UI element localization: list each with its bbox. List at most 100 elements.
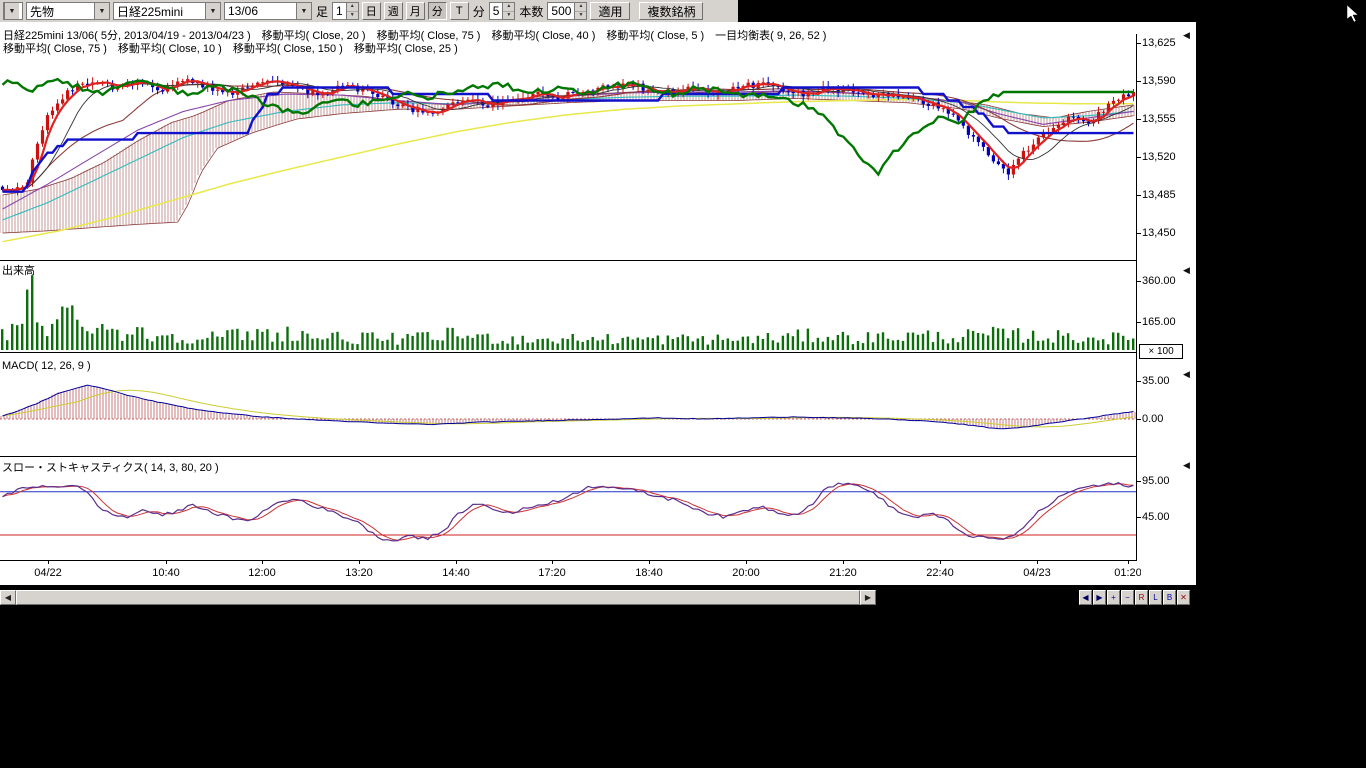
spin-up-icon[interactable]: ▲ xyxy=(575,3,586,12)
x-axis-tick xyxy=(843,560,844,564)
stoch-axis-label: 95.00 xyxy=(1142,475,1190,487)
volume-pane-label: 出来高 xyxy=(2,262,35,278)
macd-axis-label: 0.00 xyxy=(1142,413,1190,425)
chart-tool-button[interactable]: ◀ xyxy=(1079,590,1092,605)
price-axis-label: 13,450 xyxy=(1142,227,1190,239)
spin-up-icon[interactable]: ▲ xyxy=(347,3,358,12)
scroll-left-button[interactable]: ◀ xyxy=(0,590,16,605)
pane-scroll-arrow[interactable]: ◀ xyxy=(1183,30,1190,41)
instrument-type-dropdown[interactable]: 先物 ▼ xyxy=(26,2,110,20)
period-day-button[interactable]: 日 xyxy=(362,2,381,20)
x-axis-label: 14:40 xyxy=(442,567,470,579)
period-week-button[interactable]: 週 xyxy=(384,2,403,20)
bar-value-input[interactable]: 1 ▲▼ xyxy=(332,2,359,20)
chart-tool-buttons: ◀▶+−RLB✕ xyxy=(1079,590,1190,605)
x-axis-label: 20:00 xyxy=(732,567,760,579)
price-axis-label: 13,555 xyxy=(1142,113,1190,125)
bars-count-label: 本数 xyxy=(518,3,544,20)
spinner-arrows[interactable]: ▲▼ xyxy=(502,3,514,19)
apply-button[interactable]: 適用 xyxy=(590,2,630,20)
chevron-down-icon: ▼ xyxy=(4,3,19,19)
axis-tick xyxy=(1136,157,1141,158)
mini-dropdown[interactable]: ▼ xyxy=(3,2,23,20)
spin-down-icon[interactable]: ▼ xyxy=(575,12,586,20)
stochastics-pane[interactable] xyxy=(0,472,1136,560)
x-axis-tick xyxy=(746,560,747,564)
chart-tool-button[interactable]: + xyxy=(1107,590,1120,605)
period-minute-button[interactable]: 分 xyxy=(428,2,447,20)
multi-symbol-button[interactable]: 複数銘柄 xyxy=(639,2,703,20)
chart-tool-button[interactable]: ▶ xyxy=(1093,590,1106,605)
axis-tick xyxy=(1136,517,1141,518)
chart-tool-button[interactable]: ✕ xyxy=(1177,590,1190,605)
stoch-axis-label: 45.00 xyxy=(1142,511,1190,523)
axis-tick xyxy=(1136,481,1141,482)
spin-down-icon[interactable]: ▼ xyxy=(503,12,514,20)
x-axis-tick xyxy=(456,560,457,564)
spin-down-icon[interactable]: ▼ xyxy=(347,12,358,20)
x-axis-label: 04/22 xyxy=(34,567,62,579)
mouse-cursor xyxy=(1346,4,1362,24)
volume-axis-label: 360.00 xyxy=(1142,275,1190,287)
spinner-arrows[interactable]: ▲▼ xyxy=(346,3,358,19)
x-axis-label: 13:20 xyxy=(345,567,373,579)
x-axis-tick xyxy=(1128,560,1129,564)
contract-month-dropdown[interactable]: 13/06 ▼ xyxy=(224,2,312,20)
scrollbar-thumb[interactable] xyxy=(16,590,860,605)
x-axis-label: 18:40 xyxy=(635,567,663,579)
pane-scroll-arrow[interactable]: ◀ xyxy=(1183,369,1190,380)
macd-pane[interactable] xyxy=(0,368,1136,456)
pane-separator xyxy=(0,456,1137,457)
chevron-down-icon: ▼ xyxy=(205,3,220,19)
x-axis-label: 17:20 xyxy=(538,567,566,579)
x-axis-tick xyxy=(1037,560,1038,564)
chart-canvas[interactable]: 日経225mini 13/06( 5分, 2013/04/19 - 2013/0… xyxy=(0,22,1196,585)
x-axis-tick xyxy=(359,560,360,564)
pane-scroll-arrow[interactable]: ◀ xyxy=(1183,460,1190,471)
pane-scroll-arrow[interactable]: ◀ xyxy=(1183,265,1190,276)
minute-value-input[interactable]: 5 ▲▼ xyxy=(489,2,516,20)
stoch-pane-label: スロー・ストキャスティクス( 14, 3, 80, 20 ) xyxy=(2,459,219,475)
horizontal-scrollbar[interactable]: ◀ ▶ xyxy=(0,590,876,605)
volume-multiplier-badge: × 100 xyxy=(1139,344,1183,359)
symbol-dropdown[interactable]: 日経225mini ▼ xyxy=(113,2,221,20)
chart-tool-button[interactable]: − xyxy=(1121,590,1134,605)
chevron-down-icon: ▼ xyxy=(296,3,311,19)
x-axis-label: 22:40 xyxy=(926,567,954,579)
x-axis-tick xyxy=(48,560,49,564)
pane-separator xyxy=(0,352,1137,353)
x-axis-tick xyxy=(166,560,167,564)
chart-tool-button[interactable]: L xyxy=(1149,590,1162,605)
chart-tool-button[interactable]: R xyxy=(1135,590,1148,605)
bar-type-label: 足 xyxy=(315,3,329,20)
top-toolbar: ▼ 先物 ▼ 日経225mini ▼ 13/06 ▼ 足 1 ▲▼ 日 週 月 … xyxy=(0,0,738,22)
volume-pane[interactable] xyxy=(0,272,1136,352)
axis-tick xyxy=(1136,322,1141,323)
axis-tick xyxy=(1136,281,1141,282)
bar-value: 1 xyxy=(333,3,346,19)
period-month-button[interactable]: 月 xyxy=(406,2,425,20)
macd-pane-label: MACD( 12, 26, 9 ) xyxy=(2,360,91,372)
spinner-arrows[interactable]: ▲▼ xyxy=(574,3,586,19)
instrument-type-value: 先物 xyxy=(27,3,94,20)
chevron-down-icon: ▼ xyxy=(94,3,109,19)
axis-tick xyxy=(1136,43,1141,44)
x-axis-label: 01:20 xyxy=(1114,567,1141,579)
x-axis-tick xyxy=(649,560,650,564)
period-tick-button[interactable]: T xyxy=(450,2,469,20)
scroll-right-button[interactable]: ▶ xyxy=(860,590,876,605)
axis-tick xyxy=(1136,233,1141,234)
price-axis-label: 13,485 xyxy=(1142,189,1190,201)
chart-tool-button[interactable]: B xyxy=(1163,590,1176,605)
axis-tick xyxy=(1136,419,1141,420)
spin-up-icon[interactable]: ▲ xyxy=(503,3,514,12)
symbol-value: 日経225mini xyxy=(114,3,205,20)
price-axis-label: 13,590 xyxy=(1142,75,1190,87)
minute-value: 5 xyxy=(490,3,503,19)
x-axis-label: 10:40 xyxy=(152,567,180,579)
price-pane[interactable] xyxy=(0,36,1136,260)
x-axis-label: 04/23 xyxy=(1023,567,1051,579)
x-axis-line xyxy=(0,560,1137,561)
bars-count-input[interactable]: 500 ▲▼ xyxy=(547,2,587,20)
x-axis-tick xyxy=(552,560,553,564)
